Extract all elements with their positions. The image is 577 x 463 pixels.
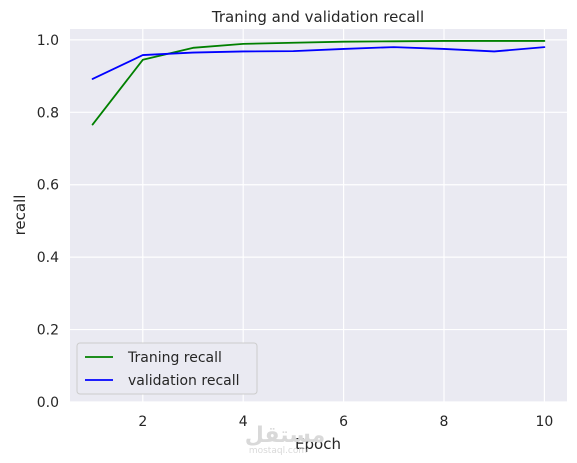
y-tick-label: 1.0 bbox=[37, 33, 59, 49]
legend: Traning recall validation recall bbox=[76, 342, 258, 395]
x-tick-label: 4 bbox=[239, 414, 248, 430]
mostaql-watermark: مستقل mostaql.com bbox=[245, 423, 325, 456]
legend-label-training: Traning recall bbox=[127, 350, 222, 366]
y-tick-label: 0.6 bbox=[37, 178, 59, 194]
y-tick-label: 0.0 bbox=[37, 395, 59, 411]
legend-label-validation: validation recall bbox=[128, 373, 240, 389]
x-axis-label: Epoch bbox=[295, 435, 341, 453]
series-line-validation bbox=[91, 46, 546, 80]
y-tick-label: 0.8 bbox=[37, 105, 59, 121]
chart-title: Traning and validation recall bbox=[211, 8, 424, 26]
x-tick-labels: 2 4 6 8 10 bbox=[138, 414, 553, 430]
x-tick-label: 8 bbox=[440, 414, 449, 430]
x-tick-label: 2 bbox=[138, 414, 147, 430]
series-lines bbox=[91, 40, 546, 126]
y-tick-labels: 0.0 0.2 0.4 0.6 0.8 1.0 bbox=[37, 33, 59, 411]
x-tick-label: 10 bbox=[535, 414, 553, 430]
y-tick-label: 0.4 bbox=[37, 250, 59, 266]
y-axis-label: recall bbox=[11, 195, 29, 236]
y-tick-label: 0.2 bbox=[37, 323, 59, 339]
x-tick-label: 6 bbox=[339, 414, 348, 430]
plot-area bbox=[70, 29, 567, 402]
legend-box bbox=[76, 342, 258, 395]
watermark-arabic: مستقل bbox=[245, 423, 325, 448]
watermark-latin: mostaql.com bbox=[249, 446, 307, 456]
grid-lines bbox=[70, 29, 567, 403]
